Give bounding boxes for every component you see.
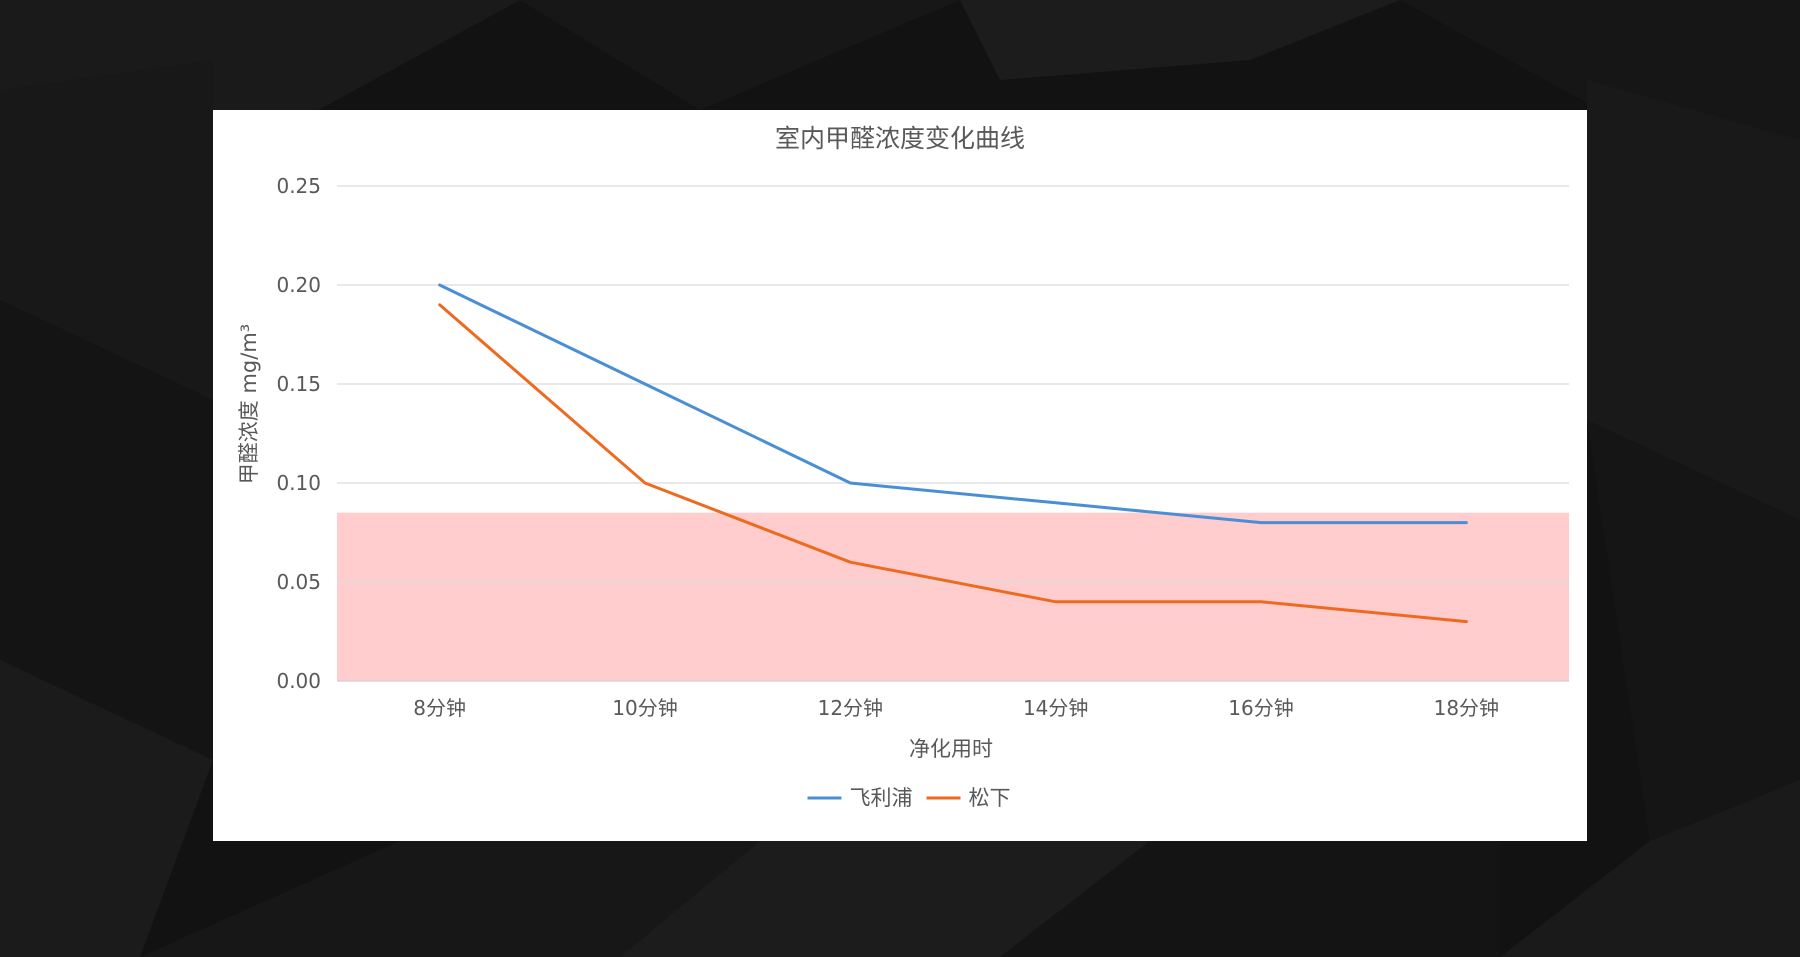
series-line-1: [438, 303, 1468, 624]
legend: 飞利浦 松下: [807, 786, 1011, 810]
legend-label: 飞利浦: [850, 786, 913, 810]
y-tick-label: 0.25: [276, 174, 321, 198]
formaldehyde-line-chart: 室内甲醛浓度变化曲线 0.00 0.05 0.10 0.15 0.20 0.25 8分钟 1…: [237, 124, 1569, 810]
x-tick-label: 16分钟: [1228, 696, 1293, 720]
legend-label: 松下: [969, 786, 1011, 810]
y-tick-label: 0.00: [276, 669, 321, 693]
y-axis-title: 甲醛浓度 mg/m³: [237, 324, 261, 484]
series-line-0: [438, 283, 1468, 525]
x-tick-label: 18分钟: [1434, 696, 1499, 720]
x-tick-label: 10分钟: [612, 696, 677, 720]
x-tick-label: 14分钟: [1023, 696, 1088, 720]
chart-title: 室内甲醛浓度变化曲线: [775, 124, 1025, 153]
y-tick-label: 0.10: [276, 471, 321, 495]
y-tick-label: 0.15: [276, 372, 321, 396]
y-tick-label: 0.05: [276, 570, 321, 594]
y-tick-label: 0.20: [276, 273, 321, 297]
x-tick-label: 8分钟: [413, 696, 466, 720]
highlight-band: [337, 512, 1569, 681]
x-axis-title: 净化用时: [909, 737, 993, 761]
chart-card: 室内甲醛浓度变化曲线 0.00 0.05 0.10 0.15 0.20 0.25 8分钟 1…: [213, 110, 1587, 841]
x-tick-label: 12分钟: [818, 696, 883, 720]
